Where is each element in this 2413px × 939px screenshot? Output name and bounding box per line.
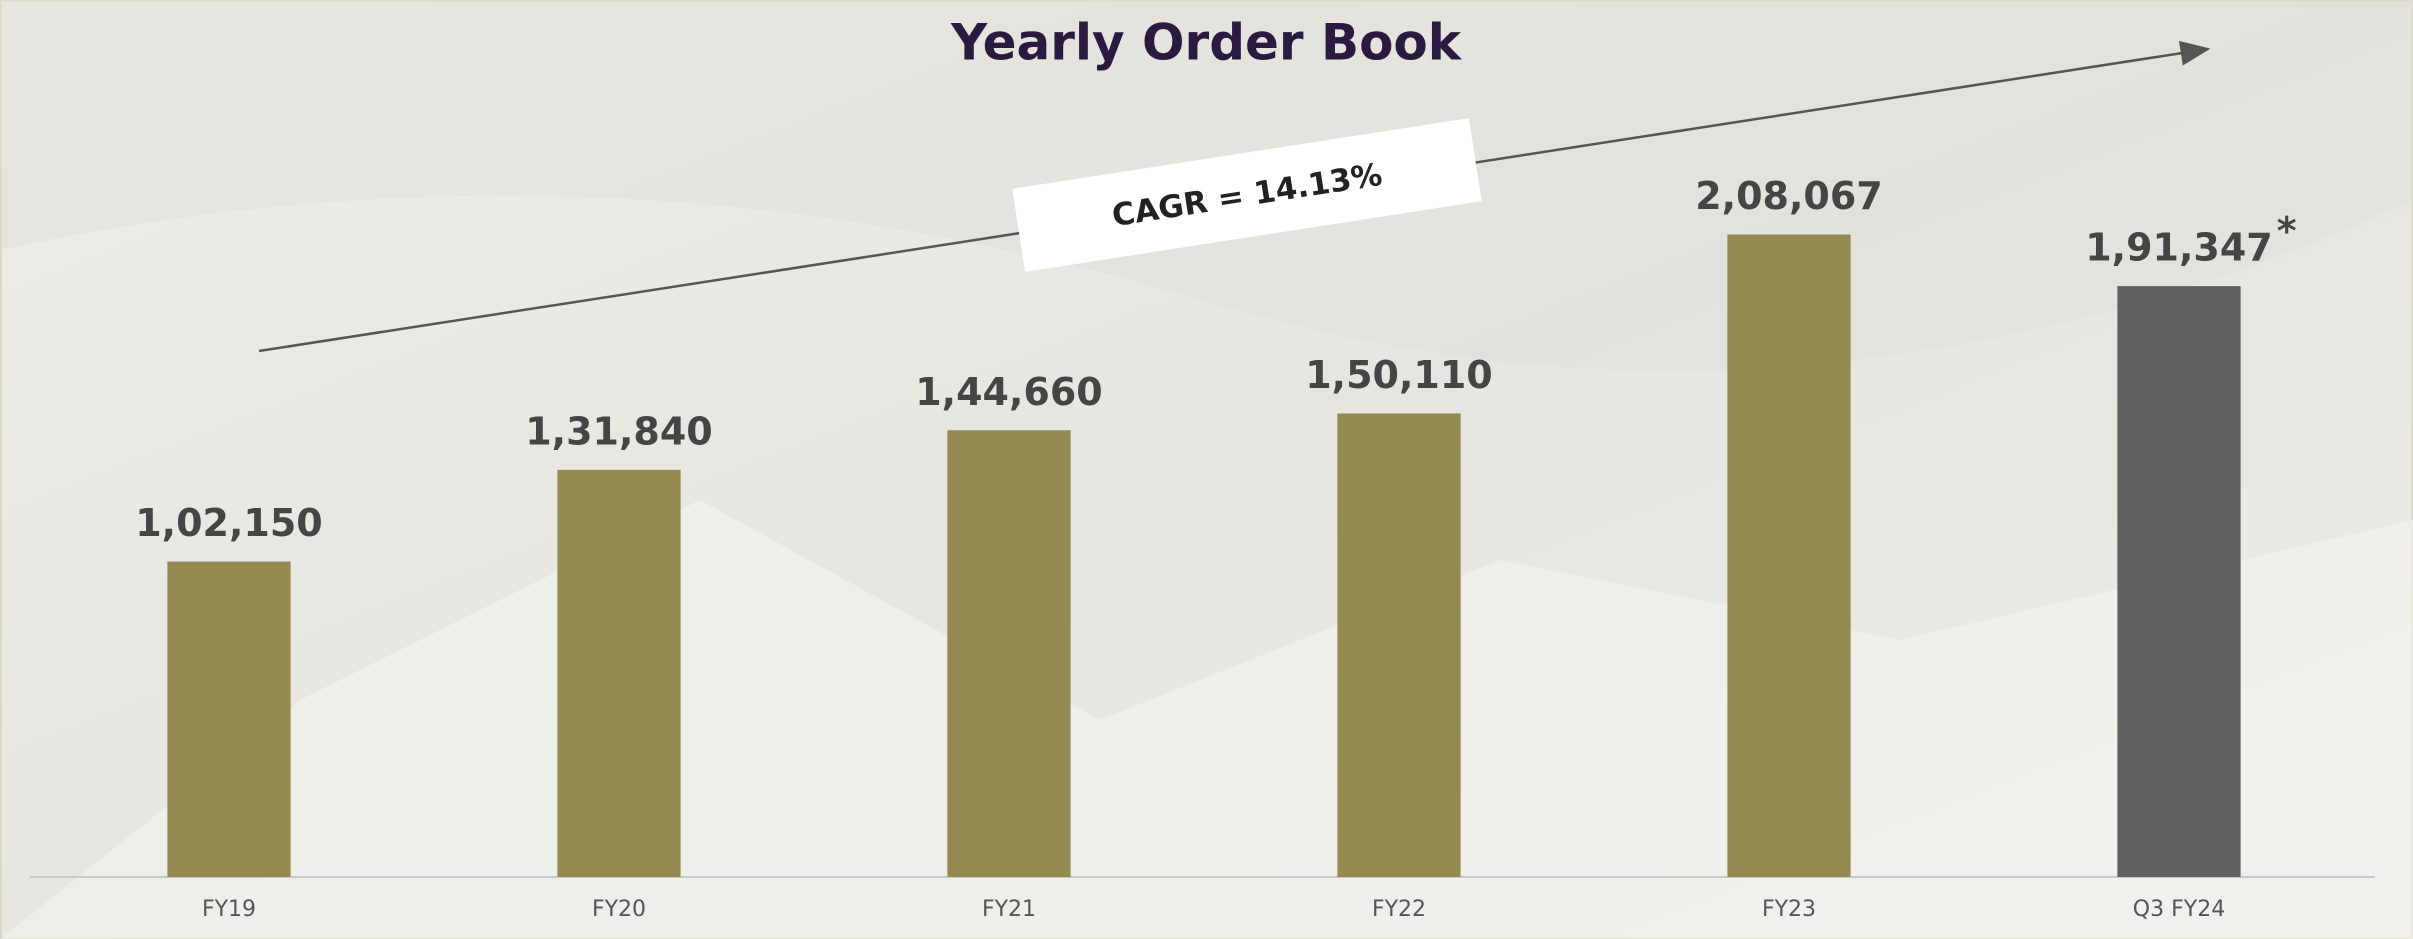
value-label: 2,08,067: [1695, 174, 1883, 218]
value-label: 1,02,150: [135, 501, 323, 545]
x-tick-label: FY19: [202, 897, 256, 922]
x-tick-label: FY22: [1372, 897, 1426, 922]
bar: [1727, 234, 1851, 877]
x-tick-label: FY23: [1762, 897, 1816, 922]
value-label: 1,31,840: [525, 409, 713, 453]
cagr-box: CAGR = 14.13%: [1012, 118, 1482, 272]
bar: [557, 469, 681, 877]
bar: [947, 430, 1071, 877]
x-tick-label: FY21: [982, 897, 1036, 922]
bar: [167, 561, 291, 877]
x-tick-label: FY20: [592, 897, 646, 922]
footnote-marker: *: [2277, 209, 2297, 253]
bar: [1337, 413, 1461, 877]
chart-title: Yearly Order Book: [950, 14, 1463, 72]
value-label: 1,91,347: [2085, 226, 2273, 270]
value-label: 1,50,110: [1305, 353, 1493, 397]
bar: [2117, 286, 2241, 877]
cagr-box-bg: [1012, 118, 1482, 272]
x-tick-label: Q3 FY24: [2133, 897, 2225, 922]
value-label: 1,44,660: [915, 370, 1103, 414]
